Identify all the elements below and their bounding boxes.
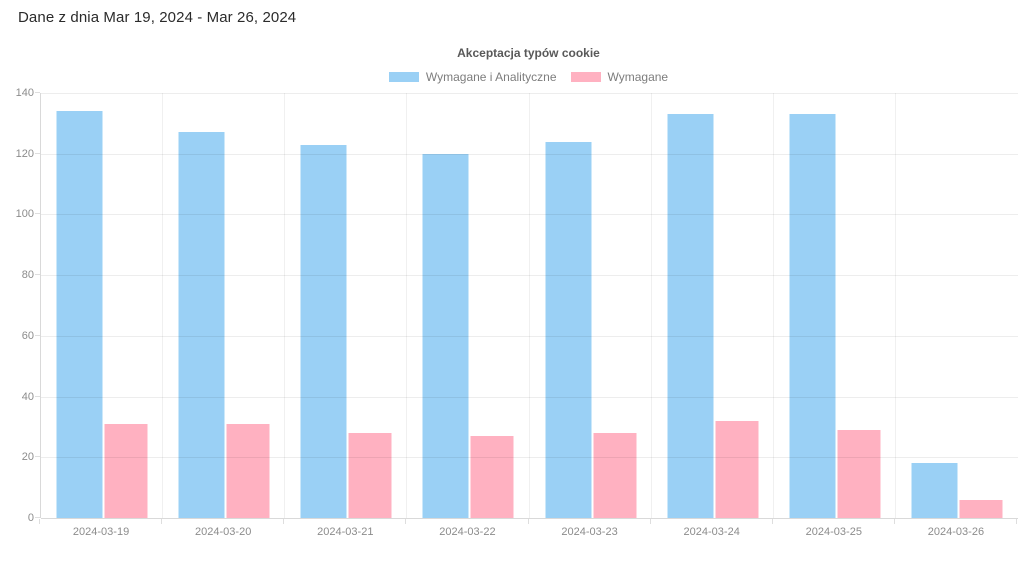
legend-swatch-blue-icon bbox=[388, 72, 419, 82]
x-axis-tick-label: 2024-03-21 bbox=[317, 526, 374, 538]
bar-wymagane-2024-03-26 bbox=[959, 499, 1003, 518]
x-axis-tick-mark bbox=[405, 519, 407, 524]
y-axis-tick-mark bbox=[35, 334, 40, 336]
x-axis-tick-label: 2024-03-22 bbox=[439, 526, 496, 538]
bar-group-2024-03-23 bbox=[545, 93, 637, 518]
category-cell-2024-03-24 bbox=[652, 93, 774, 518]
date-range-header: Dane z dnia Mar 19, 2024 - Mar 26, 2024 bbox=[18, 9, 297, 26]
y-axis-tick-mark bbox=[35, 456, 40, 458]
x-axis-tick-mark bbox=[893, 519, 895, 524]
bar-wymagane-2024-03-25 bbox=[837, 429, 881, 518]
y-axis-tick-mark bbox=[35, 152, 40, 154]
x-axis-tick-mark bbox=[527, 519, 529, 524]
bar-wymagane-2024-03-19 bbox=[104, 423, 148, 518]
plot-area bbox=[40, 93, 1018, 519]
x-axis-tick-label: 2024-03-19 bbox=[72, 526, 130, 538]
x-axis-tick-label: 2024-03-24 bbox=[683, 526, 740, 538]
y-axis-tick-label: 140 bbox=[15, 87, 34, 99]
legend-item-wymagane-i-analityczne[interactable]: Wymagane i Analityczne bbox=[388, 70, 557, 84]
bar-wymagane-2024-03-24 bbox=[715, 420, 759, 518]
y-axis: 0 20 40 60 80 100 120 140 bbox=[0, 87, 40, 524]
bar-group-2024-03-24 bbox=[667, 93, 759, 518]
chart-title: Akceptacja typów cookie bbox=[457, 46, 600, 60]
y-axis-tick-label: 100 bbox=[15, 208, 34, 221]
bar-wymagane-i-analityczne-2024-03-22 bbox=[422, 153, 469, 518]
legend-swatch-pink-icon bbox=[570, 72, 601, 82]
y-axis-tick-mark bbox=[35, 92, 40, 93]
y-axis-tick-mark bbox=[35, 395, 40, 397]
x-axis-tick-mark bbox=[649, 519, 651, 524]
legend-label: Wymagane bbox=[607, 70, 669, 84]
y-axis-tick-mark bbox=[35, 213, 40, 215]
x-axis-tick-label: 2024-03-26 bbox=[927, 526, 985, 538]
x-axis-tick-mark bbox=[161, 519, 163, 524]
bar-group-2024-03-22 bbox=[422, 93, 514, 518]
bar-wymagane-i-analityczne-2024-03-21 bbox=[300, 144, 347, 518]
x-axis-tick-label: 2024-03-20 bbox=[195, 526, 252, 538]
y-axis-tick-label: 60 bbox=[21, 329, 34, 342]
legend-item-wymagane[interactable]: Wymagane bbox=[570, 70, 669, 84]
bar-group-2024-03-19 bbox=[56, 93, 148, 518]
x-axis-tick-mark bbox=[283, 519, 285, 524]
bar-wymagane-2024-03-20 bbox=[226, 423, 270, 518]
bar-group-2024-03-21 bbox=[300, 93, 392, 518]
category-cell-2024-03-26 bbox=[896, 93, 1018, 518]
bar-wymagane-i-analityczne-2024-03-20 bbox=[178, 132, 225, 518]
x-axis-tick-mark bbox=[1016, 519, 1017, 524]
bar-group-2024-03-20 bbox=[178, 93, 270, 518]
legend-label: Wymagane i Analityczne bbox=[425, 70, 557, 84]
y-axis-tick-label: 120 bbox=[15, 147, 34, 160]
bar-wymagane-i-analityczne-2024-03-19 bbox=[56, 111, 103, 518]
y-axis-tick-label: 20 bbox=[21, 451, 34, 464]
category-cell-2024-03-23 bbox=[530, 93, 652, 518]
x-axis-labels: 2024-03-19 2024-03-20 2024-03-21 2024-03-22… bbox=[40, 519, 1017, 538]
y-axis-tick-mark bbox=[35, 517, 40, 518]
bar-wymagane-2024-03-21 bbox=[348, 433, 392, 518]
bar-groups-layer bbox=[41, 93, 1018, 518]
x-axis-tick-label: 2024-03-25 bbox=[805, 526, 862, 538]
bar-group-2024-03-25 bbox=[789, 93, 881, 518]
category-cell-2024-03-20 bbox=[163, 93, 285, 518]
category-cell-2024-03-22 bbox=[407, 93, 529, 518]
bar-group-2024-03-26 bbox=[911, 93, 1003, 518]
y-axis-tick-label: 40 bbox=[21, 390, 34, 403]
x-axis-tick-mark bbox=[39, 519, 40, 524]
bar-wymagane-i-analityczne-2024-03-26 bbox=[911, 463, 958, 518]
bar-wymagane-i-analityczne-2024-03-25 bbox=[789, 114, 836, 518]
category-cell-2024-03-25 bbox=[774, 93, 896, 518]
x-axis-tick-label: 2024-03-23 bbox=[561, 526, 618, 538]
category-cell-2024-03-21 bbox=[285, 93, 407, 518]
y-axis-tick-label: 80 bbox=[21, 269, 34, 282]
x-axis: 2024-03-19 2024-03-20 2024-03-21 2024-03-22… bbox=[39, 519, 1017, 543]
x-axis-tick-mark bbox=[771, 519, 773, 524]
bar-wymagane-2024-03-23 bbox=[593, 433, 637, 518]
y-axis-tick-label: 0 bbox=[27, 512, 34, 524]
category-cell-2024-03-19 bbox=[41, 93, 163, 518]
bar-wymagane-i-analityczne-2024-03-23 bbox=[545, 141, 592, 518]
bar-wymagane-i-analityczne-2024-03-24 bbox=[667, 114, 714, 518]
y-axis-tick-mark bbox=[35, 274, 40, 276]
chart-legend: Wymagane i Analityczne Wymagane bbox=[40, 70, 1017, 84]
bar-wymagane-2024-03-22 bbox=[470, 436, 514, 518]
